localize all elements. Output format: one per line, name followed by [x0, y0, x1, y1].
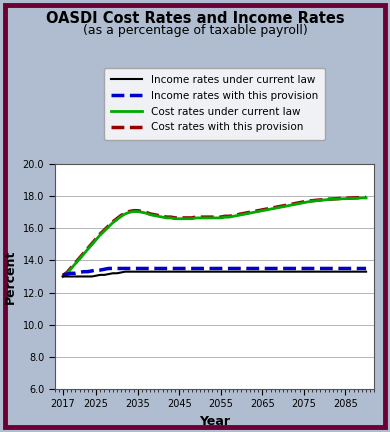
Text: (as a percentage of taxable payroll): (as a percentage of taxable payroll) — [83, 24, 307, 37]
Text: OASDI Cost Rates and Income Rates: OASDI Cost Rates and Income Rates — [46, 11, 344, 26]
X-axis label: Year: Year — [199, 415, 230, 428]
Legend: Income rates under current law, Income rates with this provision, Cost rates und: Income rates under current law, Income r… — [104, 68, 325, 140]
Y-axis label: Percent: Percent — [4, 249, 17, 304]
